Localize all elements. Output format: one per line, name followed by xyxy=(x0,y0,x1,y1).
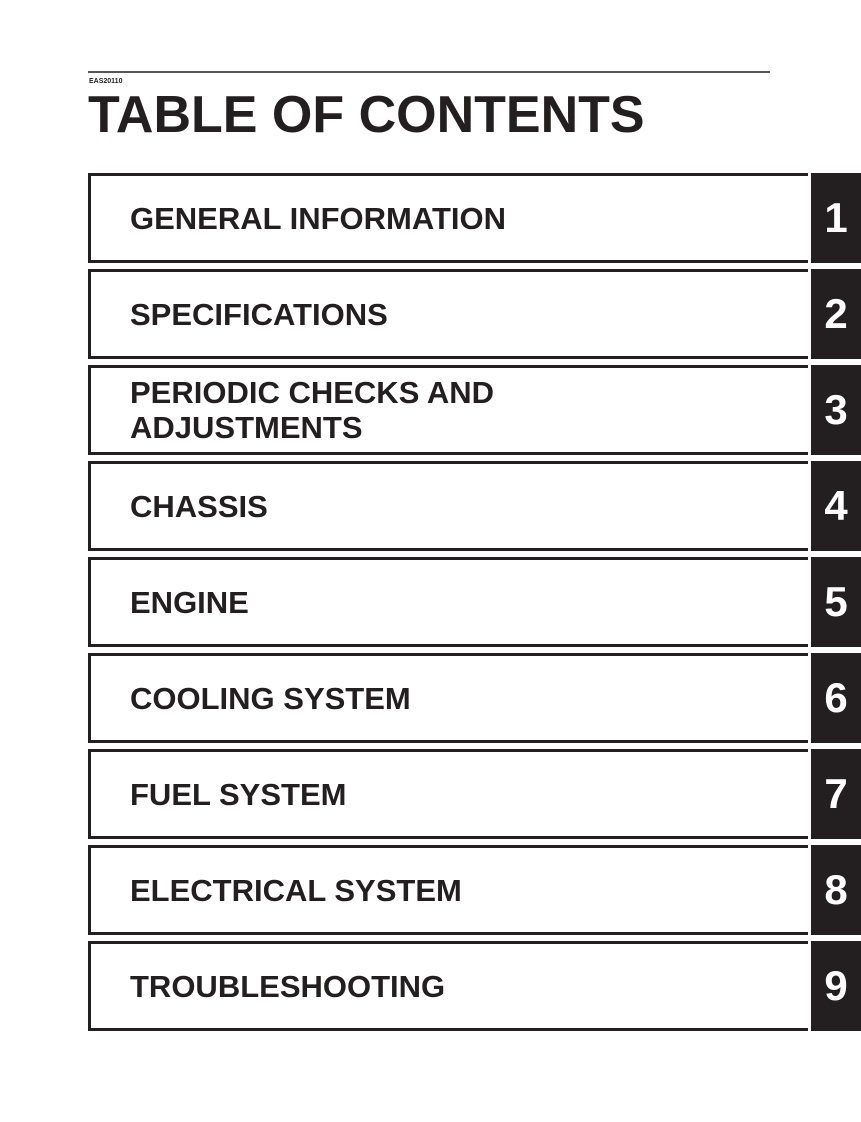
chapter-title[interactable]: FUEL SYSTEM xyxy=(130,776,347,812)
chapter-box[interactable]: GENERAL INFORMATION xyxy=(88,173,808,263)
chapter-number-tab[interactable]: 8 xyxy=(811,845,861,935)
toc-entry[interactable]: FUEL SYSTEM 7 xyxy=(88,749,861,839)
page-title: TABLE OF CONTENTS xyxy=(88,86,645,144)
chapter-number-tab[interactable]: 2 xyxy=(811,269,861,359)
chapter-box[interactable]: ENGINE xyxy=(88,557,808,647)
chapter-box[interactable]: PERIODIC CHECKS AND ADJUSTMENTS xyxy=(88,365,808,455)
chapter-number-tab[interactable]: 9 xyxy=(811,941,861,1031)
toc-entry[interactable]: CHASSIS 4 xyxy=(88,461,861,551)
chapter-title[interactable]: GENERAL INFORMATION xyxy=(130,200,507,236)
chapter-box[interactable]: FUEL SYSTEM xyxy=(88,749,808,839)
toc-entry[interactable]: COOLING SYSTEM 6 xyxy=(88,653,861,743)
toc-entry[interactable]: TROUBLESHOOTING 9 xyxy=(88,941,861,1031)
chapter-number-tab[interactable]: 5 xyxy=(811,557,861,647)
toc-entry[interactable]: PERIODIC CHECKS AND ADJUSTMENTS 3 xyxy=(88,365,861,455)
toc-entry[interactable]: SPECIFICATIONS 2 xyxy=(88,269,861,359)
chapter-number-tab[interactable]: 1 xyxy=(811,173,861,263)
chapter-number-tab[interactable]: 6 xyxy=(811,653,861,743)
chapter-box[interactable]: SPECIFICATIONS xyxy=(88,269,808,359)
chapter-title[interactable]: ENGINE xyxy=(130,584,249,620)
chapter-title[interactable]: SPECIFICATIONS xyxy=(130,296,388,332)
chapter-number-tab[interactable]: 3 xyxy=(811,365,861,455)
chapter-title[interactable]: ELECTRICAL SYSTEM xyxy=(130,872,462,908)
toc-entry[interactable]: ELECTRICAL SYSTEM 8 xyxy=(88,845,861,935)
chapter-box[interactable]: COOLING SYSTEM xyxy=(88,653,808,743)
chapter-number-tab[interactable]: 4 xyxy=(811,461,861,551)
header-rule xyxy=(88,71,770,73)
chapter-title[interactable]: CHASSIS xyxy=(130,488,268,524)
chapter-title[interactable]: PERIODIC CHECKS AND ADJUSTMENTS xyxy=(130,375,494,445)
chapter-box[interactable]: ELECTRICAL SYSTEM xyxy=(88,845,808,935)
chapter-number-tab[interactable]: 7 xyxy=(811,749,861,839)
chapter-title[interactable]: COOLING SYSTEM xyxy=(130,680,411,716)
chapter-box[interactable]: TROUBLESHOOTING xyxy=(88,941,808,1031)
toc-entry[interactable]: ENGINE 5 xyxy=(88,557,861,647)
toc-entry[interactable]: GENERAL INFORMATION 1 xyxy=(88,173,861,263)
chapter-box[interactable]: CHASSIS xyxy=(88,461,808,551)
document-code: EAS20110 xyxy=(89,78,123,85)
chapter-title[interactable]: TROUBLESHOOTING xyxy=(130,968,446,1004)
